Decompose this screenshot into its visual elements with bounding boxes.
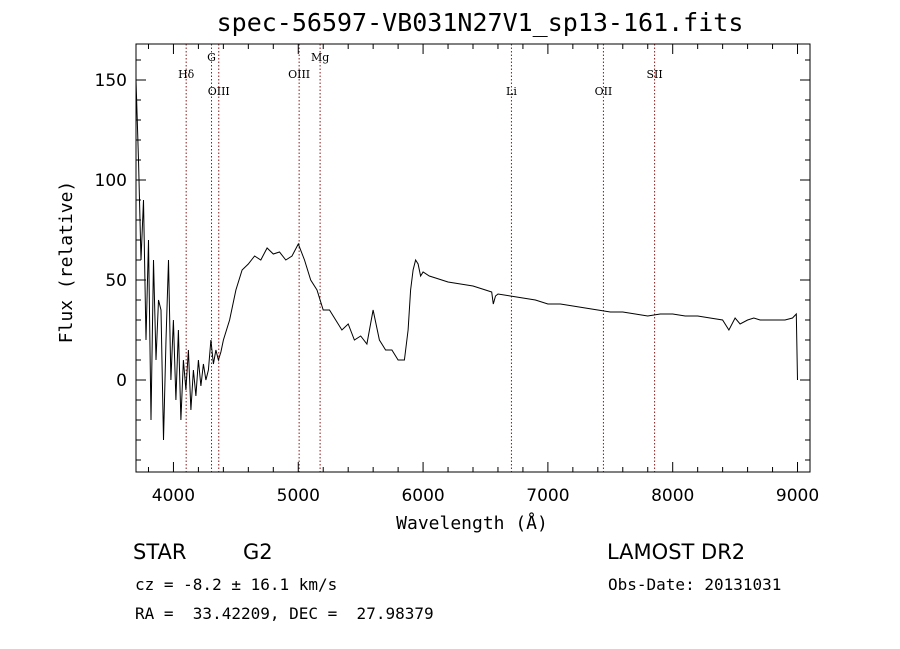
spectral-line-label-0: Hδ <box>178 68 195 81</box>
y-tick-label: 100 <box>95 171 127 191</box>
x-axis-title: Wavelength (Å) <box>396 512 548 534</box>
y-tick-label: 50 <box>105 271 127 291</box>
spectral-line-label-3: OIII <box>288 68 310 81</box>
chart-title: spec-56597-VB031N27V1_sp13-161.fits <box>216 8 744 37</box>
redshift-text: cz = -8.2 ± 16.1 km/s <box>135 575 338 594</box>
object-class: STAR <box>133 540 187 564</box>
spectral-line-label-6: OII <box>595 85 613 98</box>
spectral-line-label-7: SII <box>646 68 662 81</box>
survey-name: LAMOST DR2 <box>607 540 746 564</box>
x-axis: 4000 5000 6000 7000 8000 9000 <box>147 44 819 506</box>
plot-frame <box>135 43 811 473</box>
y-tick-label: 150 <box>95 71 127 91</box>
x-tick-label: 9000 <box>776 486 819 506</box>
object-subclass: G2 <box>243 540 273 564</box>
y-axis: 0 50 100 150 <box>95 59 810 461</box>
spectral-line-label-5: Li <box>506 85 517 98</box>
y-tick-label: 0 <box>116 371 127 391</box>
spectrum-trace <box>135 79 798 441</box>
spectral-line-label-4: Mg <box>311 51 329 64</box>
x-tick-label: 5000 <box>277 486 320 506</box>
spectral-line-label-1: G <box>207 51 216 64</box>
y-axis-title: Flux (relative) <box>56 181 77 344</box>
x-tick-label: 6000 <box>401 486 444 506</box>
x-tick-label: 4000 <box>152 486 195 506</box>
x-tick-label: 7000 <box>526 486 569 506</box>
coords-text: RA = 33.42209, DEC = 27.98379 <box>135 604 434 623</box>
x-tick-label: 8000 <box>651 486 694 506</box>
spectral-line-label-2: OIII <box>208 85 230 98</box>
obs-date-text: Obs-Date: 20131031 <box>608 575 782 594</box>
